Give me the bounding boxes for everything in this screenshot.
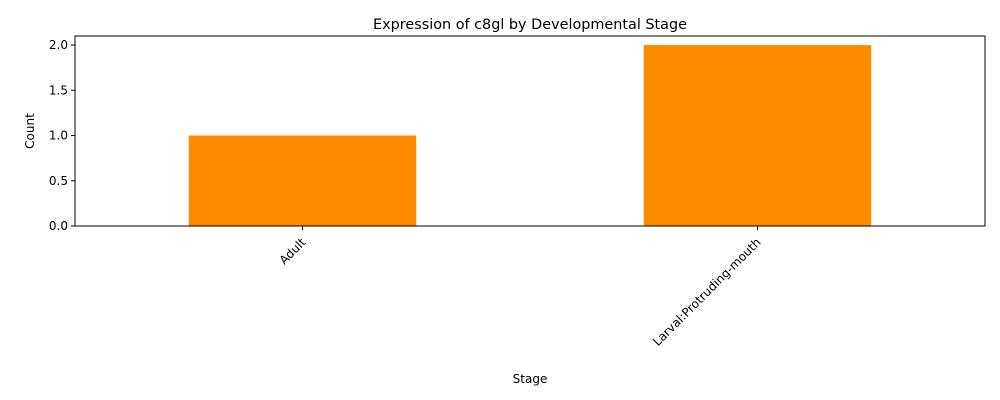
bar-adult <box>188 135 417 226</box>
y-tick-label: 2.0 <box>49 38 68 52</box>
chart-title: Expression of c8gl by Developmental Stag… <box>373 17 687 33</box>
plot-frame <box>74 35 986 227</box>
y-tick-label: 0.5 <box>49 174 68 188</box>
bar-larval-protruding-mouth <box>643 45 872 226</box>
x-axis-label: Stage <box>513 372 548 386</box>
y-tick-label: 1.5 <box>49 83 68 97</box>
y-tick-label: 0.0 <box>49 219 68 233</box>
y-axis-label: Count <box>23 113 37 149</box>
plot-area: Adult Larval:Protruding-mouth 0.0 0.5 1.0 1.5… <box>49 38 872 349</box>
y-tick-label: 1.0 <box>49 129 68 143</box>
x-tick-label: Adult <box>277 235 309 267</box>
x-tick-label: Larval:Protruding-mouth <box>650 235 764 349</box>
